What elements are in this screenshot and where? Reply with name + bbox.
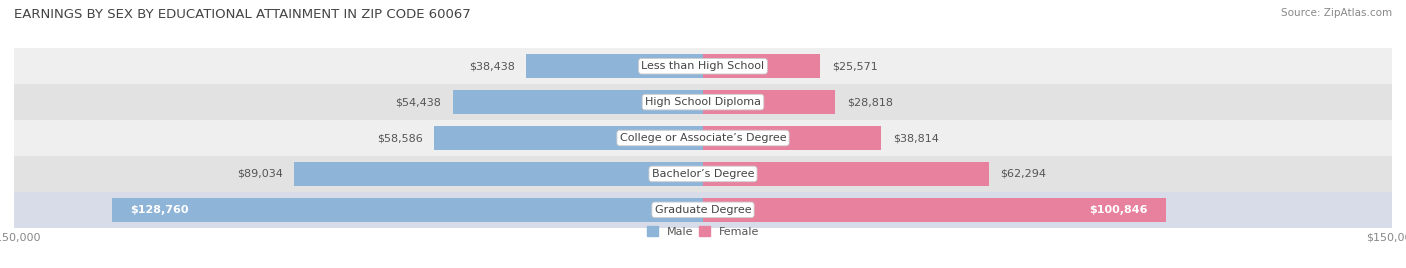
Text: College or Associate’s Degree: College or Associate’s Degree (620, 133, 786, 143)
Text: $128,760: $128,760 (129, 205, 188, 215)
Bar (14, 192, 1392, 228)
Text: $54,438: $54,438 (395, 97, 441, 107)
Bar (14, 48, 1392, 84)
Text: Source: ZipAtlas.com: Source: ZipAtlas.com (1281, 8, 1392, 18)
Bar (703, 90, 835, 114)
Text: $38,438: $38,438 (470, 61, 515, 71)
Bar (14, 156, 1392, 192)
Text: $25,571: $25,571 (832, 61, 877, 71)
Text: $100,846: $100,846 (1090, 205, 1147, 215)
Bar (526, 54, 703, 79)
Legend: Male, Female: Male, Female (647, 226, 759, 237)
Bar (14, 84, 1392, 120)
Text: Less than High School: Less than High School (641, 61, 765, 71)
Text: $28,818: $28,818 (846, 97, 893, 107)
Text: $38,814: $38,814 (893, 133, 939, 143)
Text: Graduate Degree: Graduate Degree (655, 205, 751, 215)
Text: EARNINGS BY SEX BY EDUCATIONAL ATTAINMENT IN ZIP CODE 60067: EARNINGS BY SEX BY EDUCATIONAL ATTAINMEN… (14, 8, 471, 21)
Bar (703, 198, 1166, 222)
Text: Bachelor’s Degree: Bachelor’s Degree (652, 169, 754, 179)
Bar (703, 126, 882, 150)
Bar (111, 198, 703, 222)
Text: $62,294: $62,294 (1001, 169, 1046, 179)
Bar (703, 54, 821, 79)
Text: $89,034: $89,034 (236, 169, 283, 179)
Bar (294, 162, 703, 186)
Text: High School Diploma: High School Diploma (645, 97, 761, 107)
Text: $58,586: $58,586 (377, 133, 422, 143)
Bar (703, 162, 988, 186)
Bar (14, 120, 1392, 156)
Bar (453, 90, 703, 114)
Bar (434, 126, 703, 150)
